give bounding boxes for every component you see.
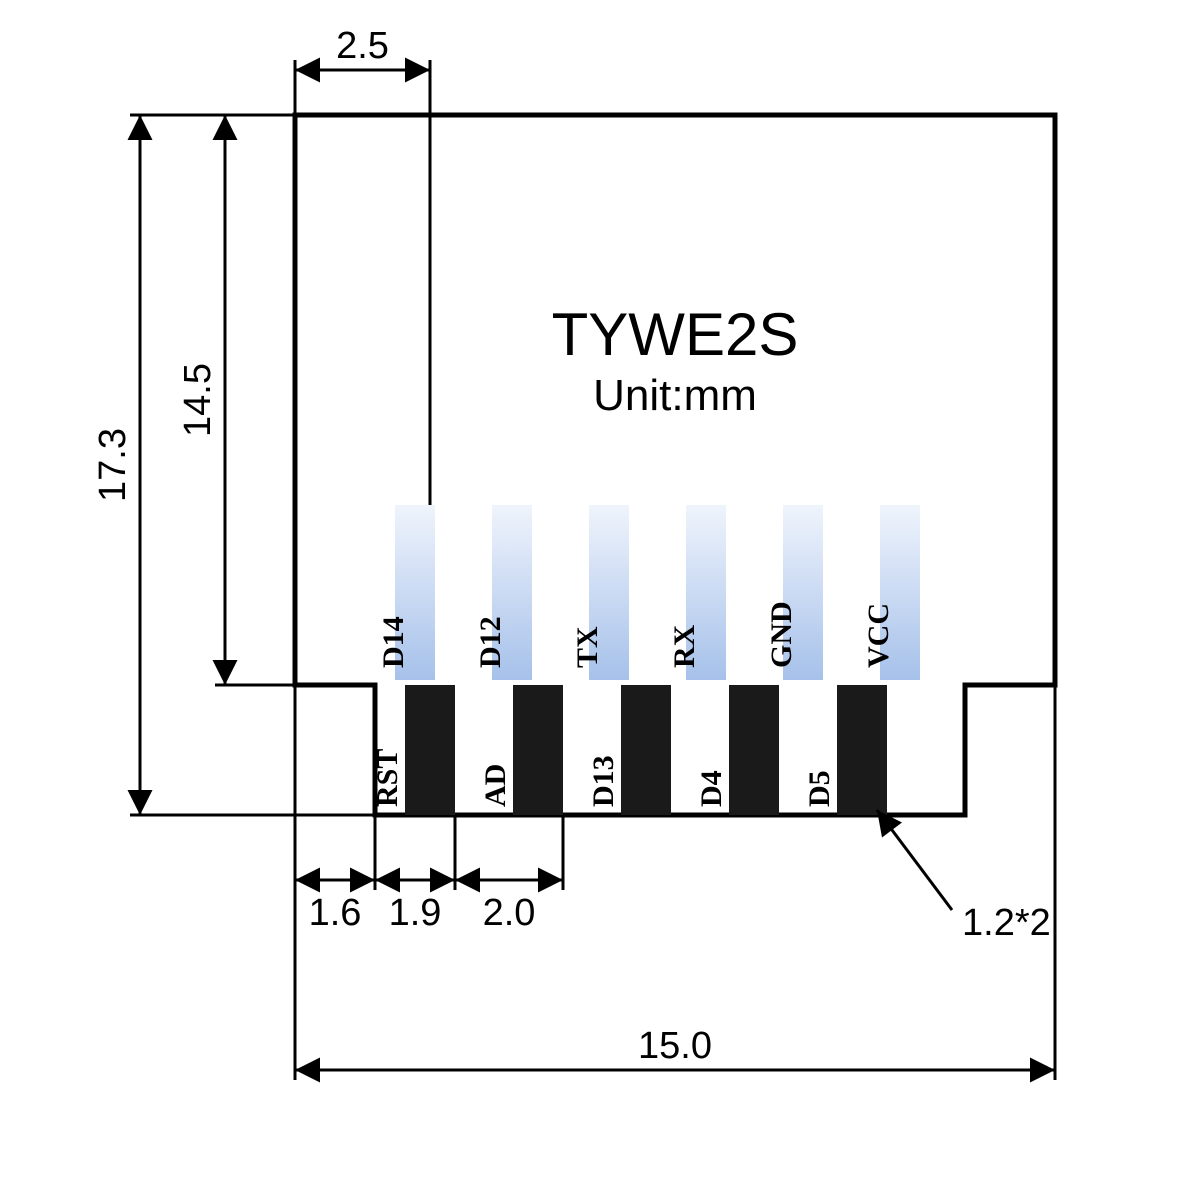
module-name: TYWE2S [552, 301, 799, 368]
pad-label: D5 [803, 770, 836, 807]
pin-label: GND [765, 601, 798, 668]
pad-d13 [621, 685, 671, 815]
pin-label: VCC [862, 603, 895, 668]
top-pin-row: D14 D12 TX RX GND VCC [377, 505, 920, 680]
pad-label: RST [371, 749, 404, 807]
dim-label: 15.0 [638, 1025, 712, 1067]
dim-label: 1.9 [389, 892, 442, 934]
pin-label: D12 [474, 616, 507, 668]
pin-label: RX [668, 624, 701, 668]
dim-label: 2.0 [483, 892, 536, 934]
mechanical-drawing: TYWE2S Unit:mm D14 D12 TX RX GND VCC RST AD D13… [0, 0, 1200, 1200]
dim-label: 1.2*2 [962, 902, 1051, 944]
pad-ad [513, 685, 563, 815]
dim-label: 2.5 [336, 25, 389, 67]
dim-label: 14.5 [177, 363, 219, 437]
pin-label: D14 [377, 616, 410, 668]
pad-label: AD [479, 764, 512, 807]
pad-label: D4 [695, 770, 728, 807]
pad-rst [405, 685, 455, 815]
pad-d4 [729, 685, 779, 815]
dim-label: 1.6 [309, 892, 362, 934]
pad-d5 [837, 685, 887, 815]
dim-label: 17.3 [92, 428, 134, 502]
bottom-pad-row: RST AD D13 D4 D5 [371, 685, 887, 815]
pad-label: D13 [587, 755, 620, 807]
pin-label: TX [571, 626, 604, 668]
unit-label: Unit:mm [593, 371, 757, 420]
